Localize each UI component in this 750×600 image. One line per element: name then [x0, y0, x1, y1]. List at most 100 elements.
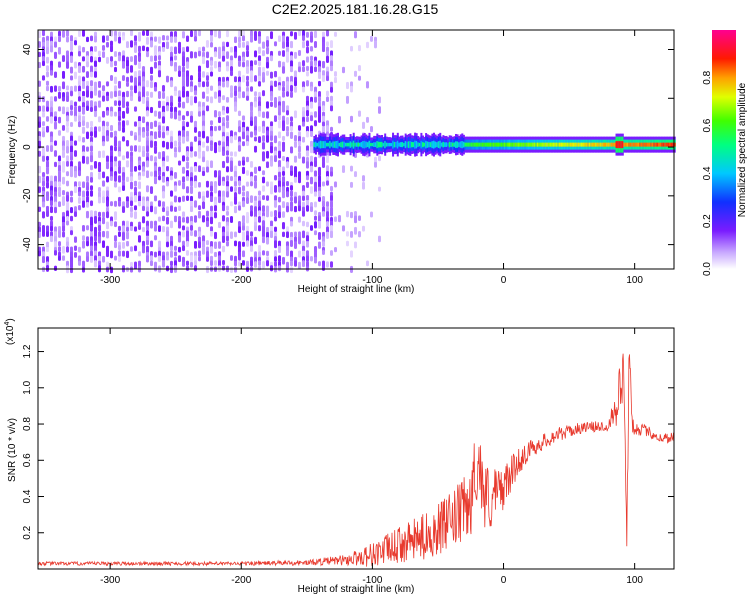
spectrogram-cell: [554, 142, 557, 147]
spectrogram-cell: [621, 141, 624, 149]
spectrogram-cell: [186, 170, 189, 178]
spectrogram-cell: [114, 85, 117, 93]
spectrogram-cell: [130, 261, 133, 268]
spectrogram-cell: [146, 185, 149, 193]
spectrogram-cell: [319, 140, 322, 149]
spectrogram-cell: [98, 166, 101, 173]
spectrogram-cell: [86, 105, 89, 111]
spectrogram-cell: [38, 175, 41, 184]
spectrogram-cell: [298, 250, 301, 258]
spectrogram-cell: [118, 175, 121, 183]
spectrogram-cell: [378, 106, 381, 114]
spectrogram-cell: [258, 166, 261, 172]
spectrogram-cell: [150, 121, 153, 130]
spectrogram-cell: [632, 142, 635, 147]
spectrogram-cell: [58, 176, 61, 184]
spectrogram-cell: [142, 45, 145, 52]
spectrogram-cell: [306, 241, 309, 248]
spectrogram-cell: [262, 141, 265, 150]
spectrogram-cell: [166, 251, 169, 257]
spectrogram-cell: [302, 81, 305, 89]
spectrogram-cell: [266, 150, 269, 159]
spectrogram-cell: [198, 250, 201, 258]
spectrogram-cell: [134, 261, 137, 270]
spectrogram-cell: [182, 225, 185, 231]
spectrogram-cell: [194, 240, 197, 249]
spectrogram-cell: [210, 230, 213, 237]
spectrogram-cell: [338, 142, 341, 147]
spectrogram-cell: [194, 215, 197, 223]
spectrogram-cell: [294, 166, 297, 174]
spectrogram-cell: [322, 160, 325, 169]
spectrogram-cell: [174, 66, 177, 72]
spectrogram-cell: [242, 235, 245, 241]
spectrogram-cell: [38, 150, 41, 157]
spectrogram-cell: [262, 126, 265, 134]
spectrogram-cell: [90, 80, 93, 87]
x-tick-label: 100: [626, 575, 643, 586]
spectrogram-cell: [218, 190, 221, 198]
spectrogram-cell: [539, 142, 542, 147]
spectrogram-cell: [274, 226, 277, 232]
spectrogram-cell: [330, 81, 333, 89]
spectrogram-cell: [202, 215, 205, 223]
spectrogram-cell: [258, 70, 261, 78]
spectrogram-cell: [290, 221, 293, 227]
spectrogram-cell: [182, 181, 185, 190]
spectrogram-cell: [321, 141, 324, 149]
spectrogram-cell: [596, 142, 599, 147]
spectrogram-cell: [206, 166, 209, 173]
spectrogram-cell: [214, 205, 217, 212]
spectrogram-cell: [114, 235, 117, 242]
spectrogram-cell: [478, 142, 481, 147]
spectrogram-cell: [170, 46, 173, 52]
spectrogram-cell: [640, 142, 643, 147]
spectrogram-cell: [150, 81, 153, 89]
spectrogram-cell: [58, 165, 61, 173]
spectrogram-cell: [242, 250, 245, 258]
spectrogram-cell: [174, 140, 177, 148]
spectrogram-cell: [90, 245, 93, 252]
spectrogram-cell: [254, 35, 257, 42]
spectrogram-cell: [130, 130, 133, 136]
spectrogram-cell: [90, 126, 93, 133]
snr-line: [37, 353, 675, 567]
spectrogram-cell: [310, 60, 313, 67]
spectrogram-cell: [62, 200, 65, 206]
spectrogram-cell: [94, 161, 97, 169]
spectrogram-cell: [94, 90, 97, 96]
spectrogram-cell: [166, 141, 169, 150]
spectrogram-cell: [98, 225, 101, 232]
spectrogram-cell: [106, 155, 109, 163]
spectrogram-cell: [90, 46, 93, 53]
spectrogram-cell: [366, 41, 369, 49]
spectrogram-cell: [266, 161, 269, 169]
spectrogram-cell: [306, 161, 309, 169]
spectrogram-cell: [334, 216, 337, 223]
spectrogram-cell: [266, 56, 269, 64]
spectrogram-cell: [130, 65, 133, 73]
spectrogram-cell: [186, 80, 189, 87]
spectrogram-cell: [162, 91, 165, 99]
spectrogram-cell: [298, 145, 301, 153]
spectrogram-cell: [202, 81, 205, 88]
spectrogram-cell: [122, 185, 125, 191]
spectrogram-cell: [294, 231, 297, 237]
spectrogram-frame: [37, 29, 675, 270]
spectrogram-cell: [290, 196, 293, 202]
spectrogram-cell: [377, 141, 380, 148]
spectrogram-cell: [162, 116, 165, 124]
spectrogram-cell: [218, 241, 221, 249]
spectrogram-cell: [246, 45, 249, 52]
spectrogram-cell: [510, 142, 513, 147]
spectrogram-cell: [166, 155, 169, 162]
spectrogram-cell: [66, 126, 69, 133]
spectrogram-cell: [242, 185, 245, 192]
spectrogram-cell: [190, 171, 193, 179]
spectrogram-cell: [86, 71, 89, 78]
spectrogram-cell: [190, 225, 193, 231]
spectrogram-cell: [42, 96, 45, 103]
spectrogram-cell: [134, 180, 137, 187]
spectrogram-cell: [218, 90, 221, 98]
spectrogram-cell: [78, 75, 81, 83]
